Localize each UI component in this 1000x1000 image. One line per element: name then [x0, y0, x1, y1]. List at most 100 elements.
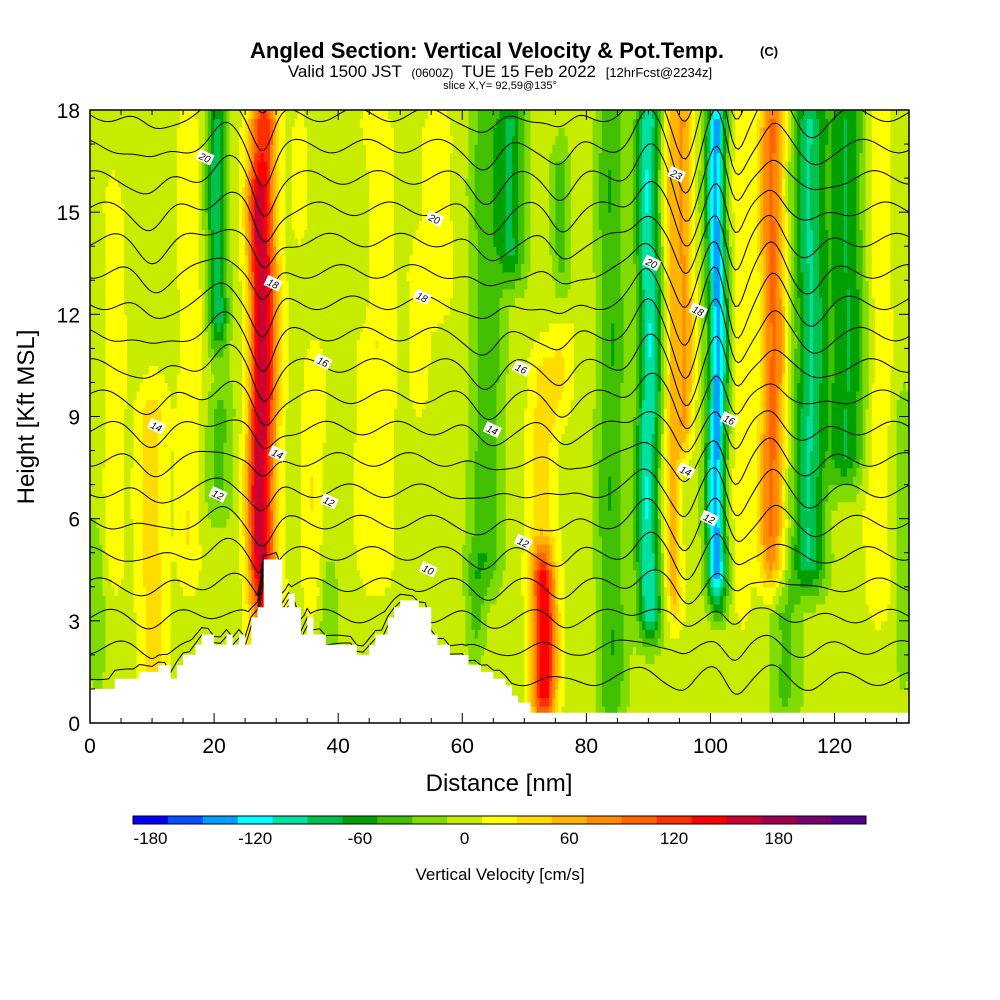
velocity-cell — [533, 459, 550, 469]
velocity-cell — [474, 476, 497, 486]
velocity-cell — [90, 254, 107, 264]
velocity-cell — [449, 305, 470, 315]
velocity-cell — [204, 246, 209, 256]
velocity-cell — [536, 671, 541, 682]
velocity-cell — [397, 399, 414, 409]
velocity-cell — [701, 229, 705, 239]
velocity-cell — [642, 518, 653, 528]
velocity-cell — [682, 382, 687, 392]
velocity-cell — [254, 314, 259, 324]
velocity-cell — [465, 620, 473, 630]
velocity-cell — [663, 237, 668, 247]
velocity-cell — [660, 212, 665, 222]
velocity-cell — [781, 518, 786, 528]
velocity-cell — [719, 476, 724, 486]
velocity-cell — [465, 459, 476, 469]
velocity-cell — [561, 671, 566, 682]
velocity-cell — [549, 552, 553, 562]
velocity-cell — [846, 297, 851, 307]
velocity-cell — [133, 416, 144, 426]
velocity-cell — [682, 356, 687, 367]
velocity-cell — [207, 407, 215, 418]
velocity-cell — [809, 535, 817, 545]
velocity-cell — [654, 195, 659, 205]
velocity-cell — [279, 382, 283, 392]
velocity-cell — [105, 646, 138, 656]
velocity-cell — [527, 356, 544, 367]
velocity-cell — [254, 467, 265, 477]
velocity-cell — [769, 254, 777, 264]
velocity-cell — [273, 416, 277, 426]
velocity-cell — [716, 305, 721, 315]
velocity-cell — [685, 433, 690, 443]
velocity-cell — [778, 212, 783, 222]
velocity-cell — [809, 476, 817, 486]
velocity-cell — [722, 603, 727, 613]
velocity-cell — [245, 203, 249, 213]
velocity-cell — [868, 603, 888, 613]
velocity-cell — [667, 399, 671, 409]
velocity-cell — [558, 450, 594, 460]
velocity-cell — [722, 552, 727, 562]
velocity-cell — [468, 348, 479, 358]
velocity-cell — [238, 459, 243, 469]
velocity-cell — [601, 561, 622, 571]
velocity-cell — [667, 476, 671, 486]
velocity-cell — [701, 399, 705, 409]
velocity-cell — [732, 476, 758, 486]
velocity-cell — [663, 476, 668, 486]
velocity-cell — [266, 220, 271, 230]
velocity-cell — [564, 663, 597, 673]
velocity-cell — [251, 527, 256, 537]
velocity-cell — [369, 237, 395, 247]
velocity-cell — [279, 263, 283, 273]
velocity-cell — [561, 544, 594, 554]
velocity-cell — [248, 399, 252, 409]
velocity-cell — [102, 476, 125, 486]
velocity-cell — [251, 263, 256, 273]
velocity-cell — [555, 688, 560, 699]
velocity-cell — [201, 212, 209, 222]
velocity-cell — [781, 501, 786, 511]
velocity-cell — [515, 246, 519, 256]
velocity-cell — [859, 203, 867, 213]
velocity-cell — [338, 578, 364, 588]
velocity-cell — [493, 229, 507, 239]
velocity-cell — [573, 365, 597, 375]
velocity-cell — [834, 305, 848, 315]
velocity-cell — [477, 561, 485, 571]
velocity-cell — [170, 399, 178, 409]
velocity-cell — [266, 416, 271, 426]
velocity-cell — [248, 305, 252, 315]
velocity-cell — [276, 493, 280, 503]
velocity-cell — [198, 459, 206, 469]
velocity-cell — [663, 271, 668, 281]
velocity-cell — [366, 314, 398, 324]
velocity-cell — [639, 416, 643, 426]
velocity-cell — [242, 399, 246, 409]
velocity-cell — [614, 637, 625, 647]
velocity-cell — [688, 407, 693, 418]
velocity-cell — [676, 476, 681, 486]
velocity-cell — [273, 195, 277, 205]
velocity-cell — [763, 339, 767, 349]
velocity-cell — [549, 569, 553, 579]
velocity-cell — [449, 195, 470, 205]
velocity-cell — [784, 407, 789, 418]
velocity-cell — [406, 271, 454, 281]
velocity-cell — [524, 654, 529, 664]
velocity-cell — [732, 203, 758, 213]
velocity-cell — [639, 586, 643, 596]
velocity-cell — [828, 322, 836, 332]
velocity-cell — [266, 186, 271, 196]
velocity-cell — [766, 288, 770, 298]
velocity-cell — [654, 212, 659, 222]
velocity-cell — [819, 280, 829, 290]
velocity-cell — [496, 450, 507, 460]
velocity-cell — [732, 552, 736, 562]
velocity-cell — [558, 476, 594, 486]
velocity-cell — [890, 254, 909, 264]
velocity-cell — [760, 527, 764, 537]
velocity-cell — [791, 654, 805, 664]
velocity-cell — [198, 484, 206, 494]
